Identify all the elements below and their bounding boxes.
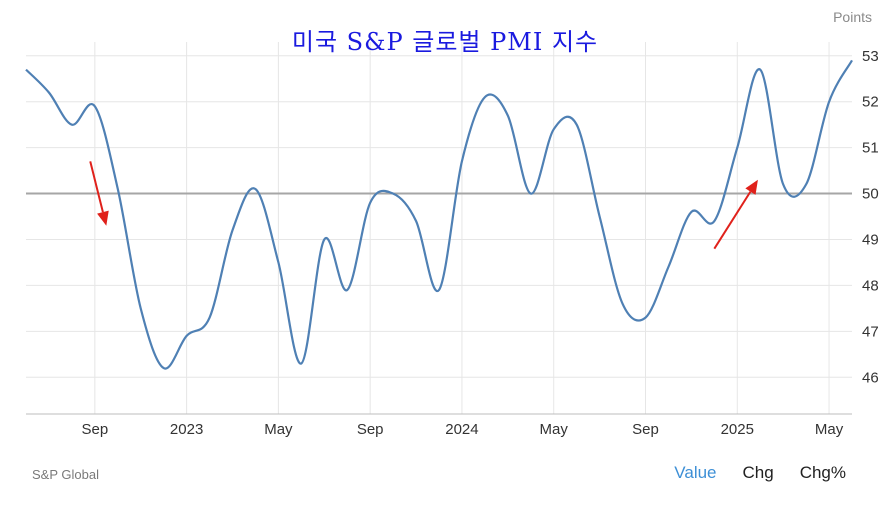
data-point: [575, 123, 579, 127]
data-point: [322, 237, 326, 241]
x-tick-label: May: [540, 421, 569, 438]
data-point: [483, 95, 487, 99]
x-tick-label: Sep: [632, 421, 659, 438]
data-point: [116, 187, 120, 191]
data-point: [506, 113, 510, 117]
data-point: [735, 146, 739, 150]
series-points: [24, 58, 854, 370]
data-point: [93, 104, 97, 108]
x-tick-label: May: [815, 421, 844, 438]
data-point: [689, 210, 693, 214]
data-point: [758, 68, 762, 72]
source-label: S&P Global: [32, 467, 99, 482]
data-point: [621, 302, 625, 306]
data-point: [368, 201, 372, 205]
data-point: [299, 361, 303, 365]
y-tick-label: 47: [862, 323, 879, 340]
data-point: [781, 182, 785, 186]
y-tick-label: 48: [862, 277, 879, 294]
data-point: [185, 334, 189, 338]
data-point: [598, 215, 602, 219]
data-point: [437, 288, 441, 292]
y-tick-label: 52: [862, 94, 879, 111]
data-point: [827, 100, 831, 104]
data-point: [850, 58, 854, 62]
data-point: [47, 91, 51, 95]
tab-value[interactable]: Value: [674, 463, 717, 482]
data-point: [345, 288, 349, 292]
data-point: [552, 127, 556, 131]
chart-title: 미국 S&P 글로벌 PMI 지수: [291, 28, 599, 56]
data-point: [253, 187, 257, 191]
data-point: [644, 316, 648, 320]
units-label: Points: [833, 9, 872, 25]
x-tick-label: Sep: [81, 421, 108, 438]
data-point: [276, 260, 280, 264]
y-tick-label: 50: [862, 186, 879, 203]
x-tick-labels: Sep 2023 May Sep 2024 May Sep 2025 May: [81, 421, 843, 438]
x-tick-label: 2023: [170, 421, 203, 438]
x-tick-label: 2025: [721, 421, 754, 438]
annotation-arrow-up: [713, 179, 758, 250]
data-point: [460, 159, 464, 163]
data-point: [208, 316, 212, 320]
tab-chg[interactable]: Chg: [742, 463, 774, 482]
data-point: [139, 306, 143, 310]
series-line-pmi: [25, 59, 853, 370]
tab-chg-percent[interactable]: Chg%: [799, 463, 846, 482]
annotation-arrow-down: [89, 161, 109, 226]
data-point: [70, 123, 74, 127]
data-point: [414, 219, 418, 223]
x-tick-label: May: [264, 421, 293, 438]
data-point: [24, 68, 28, 72]
y-tick-label: 49: [862, 231, 879, 248]
x-tick-label: Sep: [357, 421, 384, 438]
data-point: [804, 182, 808, 186]
y-tick-label: 53: [862, 48, 879, 65]
y-tick-labels: 46 47 48 49 50 51 52 53: [862, 48, 879, 386]
y-tick-label: 51: [862, 140, 879, 157]
view-tabs: Value Chg Chg%: [674, 463, 846, 483]
data-point: [712, 219, 716, 223]
data-point: [231, 228, 235, 232]
data-point: [391, 192, 395, 196]
annotation-arrows: [89, 161, 758, 250]
y-tick-label: 46: [862, 369, 879, 386]
data-point: [529, 192, 533, 196]
x-tick-label: 2024: [445, 421, 478, 438]
data-point: [666, 265, 670, 269]
data-point: [162, 366, 166, 370]
